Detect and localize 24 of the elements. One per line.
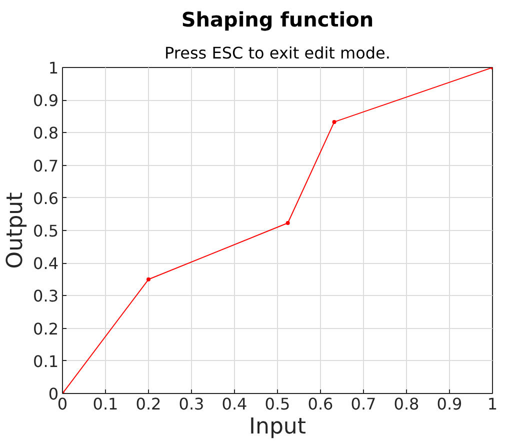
y-tick-label: 0.3 bbox=[33, 286, 59, 306]
y-tick-label: 0.8 bbox=[33, 124, 59, 143]
x-tick-label: 0.2 bbox=[136, 394, 162, 414]
x-tick-label: 0.5 bbox=[264, 394, 290, 414]
x-tick-label: 1 bbox=[487, 394, 498, 414]
x-tick-label: 0.6 bbox=[308, 394, 334, 414]
y-tick-label: 0.9 bbox=[33, 91, 59, 110]
y-axis-title: Output bbox=[3, 192, 28, 269]
y-tick-label: 0.4 bbox=[33, 254, 59, 274]
x-tick-label: 0.9 bbox=[436, 394, 462, 414]
x-tick-label: 0.3 bbox=[178, 394, 204, 414]
x-tick-label: 0.7 bbox=[350, 394, 376, 414]
y-tick-label: 0.2 bbox=[33, 319, 59, 338]
x-tick-label: 0.8 bbox=[394, 394, 420, 414]
y-tick-label: 0.6 bbox=[33, 188, 59, 208]
y-tick-label: 0.7 bbox=[33, 156, 59, 176]
chart-title: Shaping function bbox=[181, 8, 374, 32]
y-tick-label: 0.1 bbox=[33, 352, 59, 371]
chart-subtitle: Press ESC to exit edit mode. bbox=[164, 44, 390, 62]
x-tick-label: 0.4 bbox=[222, 394, 248, 414]
y-tick-label: 0.5 bbox=[33, 222, 59, 240]
x-tick-label: 0.1 bbox=[92, 394, 118, 414]
y-tick-label: 1 bbox=[48, 58, 59, 78]
x-axis-title: Input bbox=[249, 414, 306, 440]
